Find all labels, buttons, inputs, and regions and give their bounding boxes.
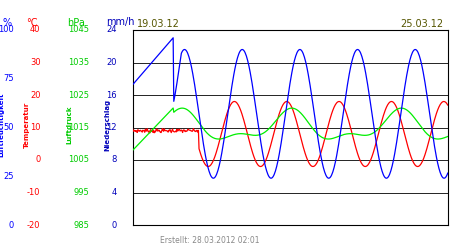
Text: 0: 0 <box>112 220 117 230</box>
Text: 1035: 1035 <box>68 58 89 67</box>
Text: 25: 25 <box>3 172 14 181</box>
Text: 20: 20 <box>107 58 117 67</box>
Text: 0: 0 <box>8 220 14 230</box>
Text: 8: 8 <box>112 156 117 164</box>
Text: 24: 24 <box>107 26 117 35</box>
Text: 1045: 1045 <box>68 26 89 35</box>
Text: 4: 4 <box>112 188 117 197</box>
Text: 75: 75 <box>3 74 14 83</box>
Text: 50: 50 <box>3 123 14 132</box>
Text: 25.03.12: 25.03.12 <box>400 19 443 29</box>
Text: 20: 20 <box>30 90 40 100</box>
Text: 0: 0 <box>35 156 40 164</box>
Text: -20: -20 <box>27 220 40 230</box>
Text: Luftdruck: Luftdruck <box>67 106 73 144</box>
Text: mm/h: mm/h <box>106 18 134 28</box>
Text: Temperatur: Temperatur <box>24 102 30 148</box>
Text: hPa: hPa <box>68 18 86 28</box>
Text: 995: 995 <box>73 188 89 197</box>
Text: Luftfeuchtigkeit: Luftfeuchtigkeit <box>0 93 4 157</box>
Text: 1025: 1025 <box>68 90 89 100</box>
Text: 30: 30 <box>30 58 40 67</box>
Text: 1015: 1015 <box>68 123 89 132</box>
Text: °C: °C <box>26 18 38 28</box>
Text: 16: 16 <box>106 90 117 100</box>
Text: 40: 40 <box>30 26 40 35</box>
Text: %: % <box>2 18 11 28</box>
Text: Niederschlag: Niederschlag <box>104 99 110 151</box>
Text: 1005: 1005 <box>68 156 89 164</box>
Text: 12: 12 <box>107 123 117 132</box>
Text: 19.03.12: 19.03.12 <box>137 19 180 29</box>
Text: 10: 10 <box>30 123 40 132</box>
Text: 100: 100 <box>0 26 14 35</box>
Text: -10: -10 <box>27 188 40 197</box>
Text: Erstellt: 28.03.2012 02:01: Erstellt: 28.03.2012 02:01 <box>160 236 259 245</box>
Text: 985: 985 <box>73 220 89 230</box>
